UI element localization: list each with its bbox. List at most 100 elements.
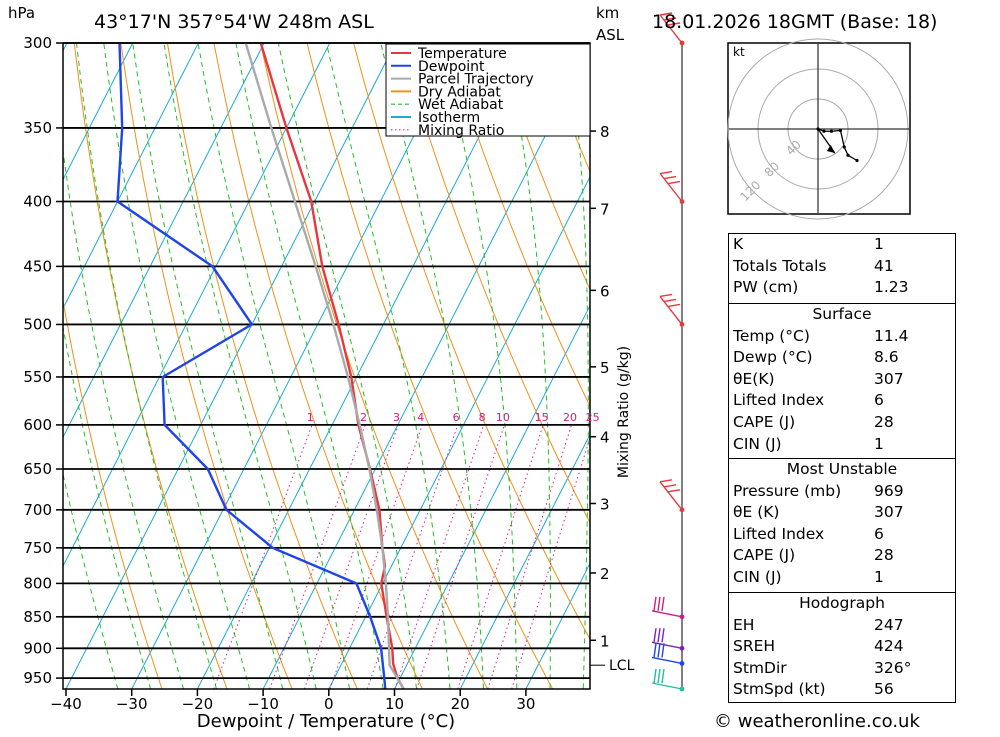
wind-barb-feather bbox=[662, 643, 664, 657]
hodograph-point bbox=[855, 159, 858, 162]
hodograph-point bbox=[839, 129, 842, 132]
km-tick-label: 3 bbox=[600, 496, 610, 514]
surface-label: Lifted Index bbox=[733, 390, 824, 412]
hodograph-value: 326° bbox=[874, 658, 911, 680]
mixing-ratio-tick-label: 6 bbox=[453, 411, 460, 424]
surface-value: 1 bbox=[874, 434, 884, 456]
y-tick-label: 800 bbox=[23, 574, 52, 592]
wind-barb-feather bbox=[668, 182, 680, 184]
wet-adiabat-line bbox=[505, 43, 550, 706]
asl-axis-label: ASL bbox=[596, 26, 625, 44]
index-row-pw: PW (cm)1.23 bbox=[729, 277, 955, 299]
y-tick-label: 350 bbox=[23, 119, 52, 137]
most-unstable-row: CAPE (J)28 bbox=[729, 545, 955, 567]
wind-barb-feather bbox=[658, 643, 660, 657]
dry-adiabat-line bbox=[121, 43, 295, 695]
mixing-ratio-tick-label: 15 bbox=[535, 411, 549, 424]
mixing-ratio-line bbox=[417, 425, 505, 689]
profile-series bbox=[118, 43, 404, 689]
isotherm-line bbox=[0, 43, 133, 689]
wind-barb-feather bbox=[664, 485, 676, 487]
surface-row: Lifted Index 6 bbox=[729, 390, 955, 412]
y-tick-label: 750 bbox=[23, 539, 52, 557]
x-tick-label: −40 bbox=[50, 695, 82, 713]
wind-barb-feather bbox=[658, 628, 660, 642]
most-unstable-label: Pressure (mb) bbox=[733, 481, 841, 503]
datetime-title: 18.01.2026 18GMT (Base: 18) bbox=[652, 11, 937, 33]
most-unstable-row: θE (K) 307 bbox=[729, 502, 955, 524]
y-tick-label: 300 bbox=[23, 34, 52, 52]
isotherm-line bbox=[395, 43, 724, 689]
hodograph-value: 247 bbox=[874, 615, 904, 637]
wind-barb-feather bbox=[658, 597, 660, 611]
y-tick-label: 650 bbox=[23, 460, 52, 478]
legend-label: Mixing Ratio bbox=[418, 123, 504, 139]
wind-barb-feather bbox=[660, 172, 672, 174]
km-tick-label: 4 bbox=[600, 429, 610, 447]
surface-label: Dewp (°C) bbox=[733, 347, 813, 369]
mixing-ratio-tick-label: 2 bbox=[360, 411, 367, 424]
surface-row: CIN (J)1 bbox=[729, 434, 955, 456]
wind-barb-feather bbox=[660, 480, 672, 482]
wet-adiabat-line bbox=[569, 43, 588, 706]
km-tick-label: 5 bbox=[600, 359, 610, 377]
surface-label: θE(K) bbox=[733, 369, 775, 391]
wind-barb-feather bbox=[654, 628, 656, 642]
hodograph-point bbox=[822, 130, 825, 133]
y-tick-label: 400 bbox=[23, 193, 52, 211]
surface-title: Surface bbox=[729, 304, 955, 326]
surface-value: 6 bbox=[874, 390, 884, 412]
mixing-ratio-tick-label: 4 bbox=[417, 411, 424, 424]
most-unstable-label: θE (K) bbox=[733, 502, 779, 524]
wind-barb-feather bbox=[654, 597, 656, 611]
most-unstable-value: 307 bbox=[874, 502, 904, 524]
wind-barb-shaft bbox=[652, 611, 682, 617]
hodograph-point bbox=[843, 145, 846, 148]
wet-adiabat-lines bbox=[1, 43, 589, 706]
hodograph-row: EH 247 bbox=[729, 615, 955, 637]
dry-adiabat-line bbox=[354, 43, 622, 695]
wind-barb bbox=[660, 294, 682, 324]
mixing-ratio-tick-label: 3 bbox=[393, 411, 400, 424]
most-unstable-label: CAPE (J) bbox=[733, 545, 795, 567]
wind-barb bbox=[652, 669, 682, 689]
hodograph-label: EH bbox=[733, 615, 754, 637]
mixing-ratio-tick-label: 20 bbox=[563, 411, 577, 424]
surface-value: 307 bbox=[874, 369, 904, 391]
wind-barb-feather bbox=[668, 490, 680, 492]
hodograph-label: SREH bbox=[733, 636, 775, 658]
most-unstable-value: 1 bbox=[874, 567, 884, 589]
isotherm-line bbox=[0, 43, 1, 689]
y-tick-label: 550 bbox=[23, 368, 52, 386]
hodograph-point bbox=[846, 154, 849, 157]
y-tick-label: 900 bbox=[23, 639, 52, 657]
y-tick-label: 850 bbox=[23, 608, 52, 626]
wind-profile bbox=[652, 13, 684, 691]
mixing-ratio-tick-label: 8 bbox=[479, 411, 486, 424]
wet-adiabat-line bbox=[381, 43, 485, 706]
wind-barb-feather bbox=[668, 304, 680, 306]
wind-barb-feather bbox=[664, 299, 676, 301]
surface-row: Dewp (°C)8.6 bbox=[729, 347, 955, 369]
most-unstable-row: Pressure (mb)969 bbox=[729, 481, 955, 503]
wind-barb-feather bbox=[658, 669, 660, 683]
mixing-ratio-axis-label: Mixing Ratio (g/kg) bbox=[616, 346, 632, 478]
km-tick-label: 7 bbox=[600, 200, 610, 218]
wind-barb bbox=[652, 643, 682, 663]
wind-barb-feather bbox=[662, 669, 664, 683]
most-unstable-label: Lifted Index bbox=[733, 524, 824, 546]
surface-label: CAPE (J) bbox=[733, 412, 795, 434]
surface-row: CAPE (J)28 bbox=[729, 412, 955, 434]
y-tick-label: 700 bbox=[23, 501, 52, 519]
wind-barb bbox=[652, 597, 682, 617]
isotherm-line bbox=[197, 43, 526, 689]
x-axis-title: Dewpoint / Temperature (°C) bbox=[197, 711, 455, 732]
